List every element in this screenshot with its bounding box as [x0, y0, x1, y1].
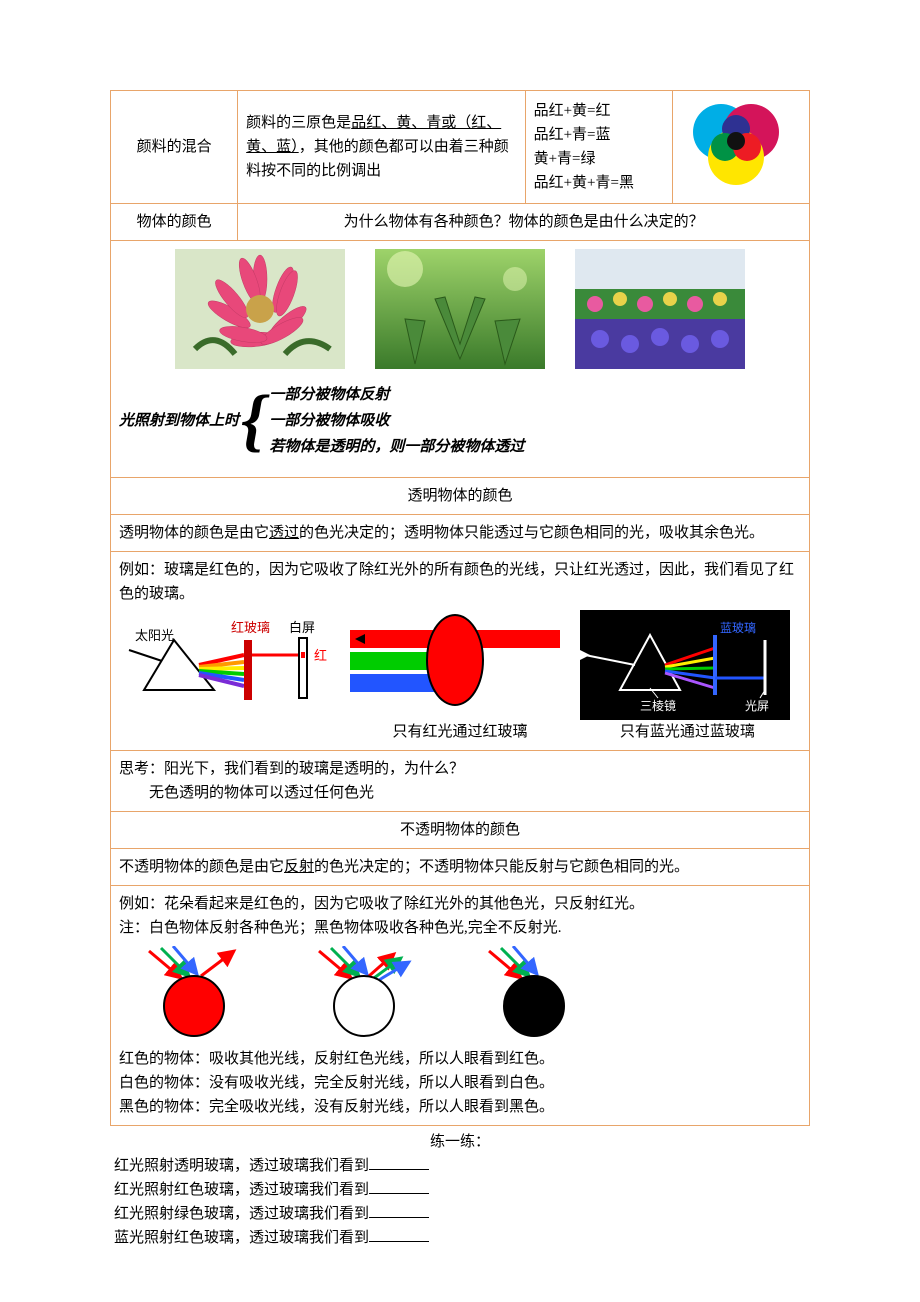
transparent-p1: 透明物体的颜色是由它透过的色光决定的；透明物体只能透过与它颜色相同的光，吸收其余… [111, 515, 810, 552]
opaque-body: 例如：花朵看起来是红色的，因为它吸收了除红光外的其他色光，只反射红光。 注：白色… [111, 886, 810, 1126]
brace-icon: { [239, 386, 269, 456]
opL3: 黑色的物体：完全吸收光线，没有反射光线，所以人眼看到黑色。 [119, 1095, 801, 1119]
d3-prism-label: 三棱镜 [640, 698, 676, 713]
pigment-mix-label: 颜料的混合 [111, 91, 238, 204]
pigment-mix-desc: 颜料的三原色是品红、黄、青或（红、黄、蓝），其他的颜色都可以由着三种颜料按不同的… [238, 91, 525, 204]
d1-glass-label: 红玻璃 [231, 620, 270, 635]
eq-3: 黄+青=绿 [534, 147, 664, 171]
d3-screen-label: 光屏 [745, 699, 769, 713]
d1-sun-label: 太阳光 [135, 628, 174, 643]
row-photos-and-brace: 光照射到物体上时 { 一部分被物体反射 一部分被物体吸收 若物体是透明的，则一部… [111, 241, 810, 478]
op2: 例如：花朵看起来是红色的，因为它吸收了除红光外的其他色光，只反射红光。 [119, 892, 801, 916]
opL2: 白色的物体：没有吸收光线，完全反射光线，所以人眼看到白色。 [119, 1071, 801, 1095]
photo-pink-flower [175, 249, 345, 369]
caption-red-glass: 只有红光通过红玻璃 [346, 720, 573, 744]
op1u: 反射 [284, 859, 314, 875]
blank-4[interactable] [369, 1226, 429, 1242]
ex-q2: 红光照射红色玻璃，透过玻璃我们看到 [114, 1178, 810, 1202]
ball-black-icon [479, 946, 589, 1041]
ball-white-icon [309, 946, 419, 1041]
opaque-title: 不透明物体的颜色 [111, 812, 810, 849]
cmy-diagram-cell [672, 91, 809, 204]
tp2: 例如：玻璃是红色的，因为它吸收了除红光外的所有颜色的光线，只让红光透过，因此，我… [119, 558, 801, 606]
object-color-label: 物体的颜色 [111, 204, 238, 241]
exercise-block: 红光照射透明玻璃，透过玻璃我们看到 红光照射红色玻璃，透过玻璃我们看到 红光照射… [110, 1154, 810, 1250]
opL1: 红色的物体：吸收其他光线，反射红色光线，所以人眼看到红色。 [119, 1047, 801, 1071]
ball-red-icon [139, 946, 249, 1041]
photo-strip [119, 241, 801, 377]
blank-1[interactable] [369, 1154, 429, 1170]
blank-2[interactable] [369, 1178, 429, 1194]
page: 颜料的混合 颜料的三原色是品红、黄、青或（红、黄、蓝），其他的颜色都可以由着三种… [0, 0, 920, 1290]
tp1b: 的色光决定的；透明物体只能透过与它颜色相同的光，吸收其余色光。 [299, 525, 764, 541]
brace-item-1: 一部分被物体反射 [269, 383, 524, 407]
eq-2: 品红+青=蓝 [534, 123, 664, 147]
think-ans: 无色透明的物体可以透过任何色光 [119, 781, 801, 805]
pigment-desc-pre: 颜料的三原色是 [246, 115, 351, 131]
blank-3[interactable] [369, 1202, 429, 1218]
tp1u: 透过 [269, 525, 299, 541]
transparent-captions: 只有红光通过红玻璃 只有蓝光通过蓝玻璃 [119, 720, 801, 744]
opaque-p1: 不透明物体的颜色是由它反射的色光决定的；不透明物体只能反射与它颜色相同的光。 [111, 849, 810, 886]
photo-green-leaves [375, 249, 545, 369]
main-table: 颜料的混合 颜料的三原色是品红、黄、青或（红、黄、蓝），其他的颜色都可以由着三种… [110, 90, 810, 1126]
eq-1: 品红+黄=红 [534, 99, 664, 123]
diagram-prism-blue-glass: 蓝玻璃 三棱镜 光屏 [580, 610, 801, 720]
brace-item-3: 若物体是透明的，则一部分被物体透过 [269, 435, 524, 459]
op1a: 不透明物体的颜色是由它 [119, 859, 284, 875]
diagram-rgb-red-filter [350, 610, 571, 720]
light-brace: 光照射到物体上时 { 一部分被物体反射 一部分被物体吸收 若物体是透明的，则一部… [119, 377, 801, 469]
eq-4: 品红+黄+青=黑 [534, 171, 664, 195]
row-object-color: 物体的颜色 为什么物体有各种颜色？物体的颜色是由什么决定的？ [111, 204, 810, 241]
cmy-venn-icon [681, 97, 791, 197]
transparent-think: 思考：阳光下，我们看到的玻璃是透明的，为什么？ 无色透明的物体可以透过任何色光 [111, 751, 810, 812]
think-q: 思考：阳光下，我们看到的玻璃是透明的，为什么？ [119, 757, 801, 781]
brace-item-2: 一部分被物体吸收 [269, 409, 524, 433]
object-color-question: 为什么物体有各种颜色？物体的颜色是由什么决定的？ [238, 204, 810, 241]
row-pigment-mix: 颜料的混合 颜料的三原色是品红、黄、青或（红、黄、蓝），其他的颜色都可以由着三种… [111, 91, 810, 204]
tp1a: 透明物体的颜色是由它 [119, 525, 269, 541]
op1b: 的色光决定的；不透明物体只能反射与它颜色相同的光。 [314, 859, 689, 875]
brace-lead: 光照射到物体上时 [119, 409, 239, 433]
exercise-title: 练一练： [110, 1130, 810, 1154]
transparent-example: 例如：玻璃是红色的，因为它吸收了除红光外的所有颜色的光线，只让红光透过，因此，我… [111, 552, 810, 751]
pigment-equations: 品红+黄=红 品红+青=蓝 黄+青=绿 品红+黄+青=黑 [525, 91, 672, 204]
ex-q3: 红光照射绿色玻璃，透过玻璃我们看到 [114, 1202, 810, 1226]
transparent-title: 透明物体的颜色 [111, 478, 810, 515]
diagram-prism-red-glass: 太阳光 红玻璃 白屏 红 [119, 610, 340, 720]
ex-q1: 红光照射透明玻璃，透过玻璃我们看到 [114, 1154, 810, 1178]
ex-q4: 蓝光照射红色玻璃，透过玻璃我们看到 [114, 1226, 810, 1250]
caption-blue-glass: 只有蓝光通过蓝玻璃 [574, 720, 801, 744]
d1-red-label: 红 [314, 648, 327, 663]
d1-screen-label: 白屏 [289, 620, 315, 635]
photo-flower-garden [575, 249, 745, 369]
d3-glass-label: 蓝玻璃 [720, 621, 756, 635]
op3: 注：白色物体反射各种色光；黑色物体吸收各种色光,完全不反射光. [119, 916, 801, 940]
